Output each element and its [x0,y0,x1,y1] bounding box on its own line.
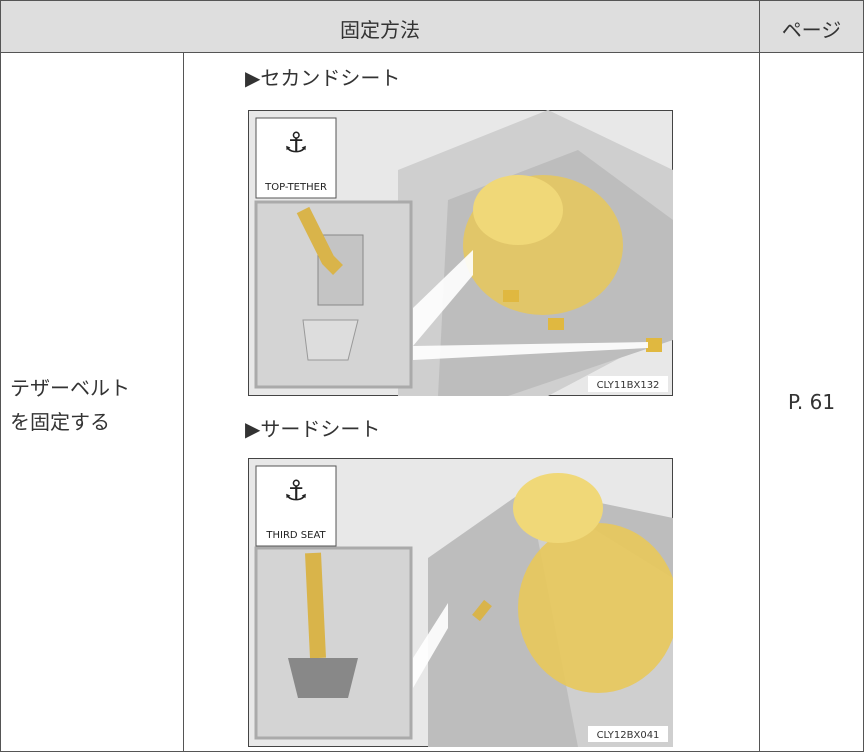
figure-code: CLY12BX041 [597,730,660,741]
icon-label: TOP-TETHER [264,182,327,193]
figure: ⚓ THIRD SEAT CLY12BX041 [248,458,673,747]
header-cell [759,0,864,53]
page-ref: P. 61 [787,390,836,414]
icon-label: THIRD SEAT [265,530,326,541]
method-line: テザーベルト [10,376,130,400]
header-cell [0,0,760,53]
section-label: ▶サードシート [245,417,381,441]
svg-text:⚓: ⚓ [283,474,308,507]
method-line: を固定する [10,410,110,434]
method-cell [0,52,184,752]
section-label: ▶セカンドシート [245,66,401,90]
figure-code: CLY11BX132 [597,380,660,391]
header-method: 固定方法 [340,18,420,42]
svg-text:⚓: ⚓ [283,126,308,159]
header-page: ページ [781,18,842,42]
figure: ⚓ TOP-TETHER CLY11BX132 [248,110,673,396]
